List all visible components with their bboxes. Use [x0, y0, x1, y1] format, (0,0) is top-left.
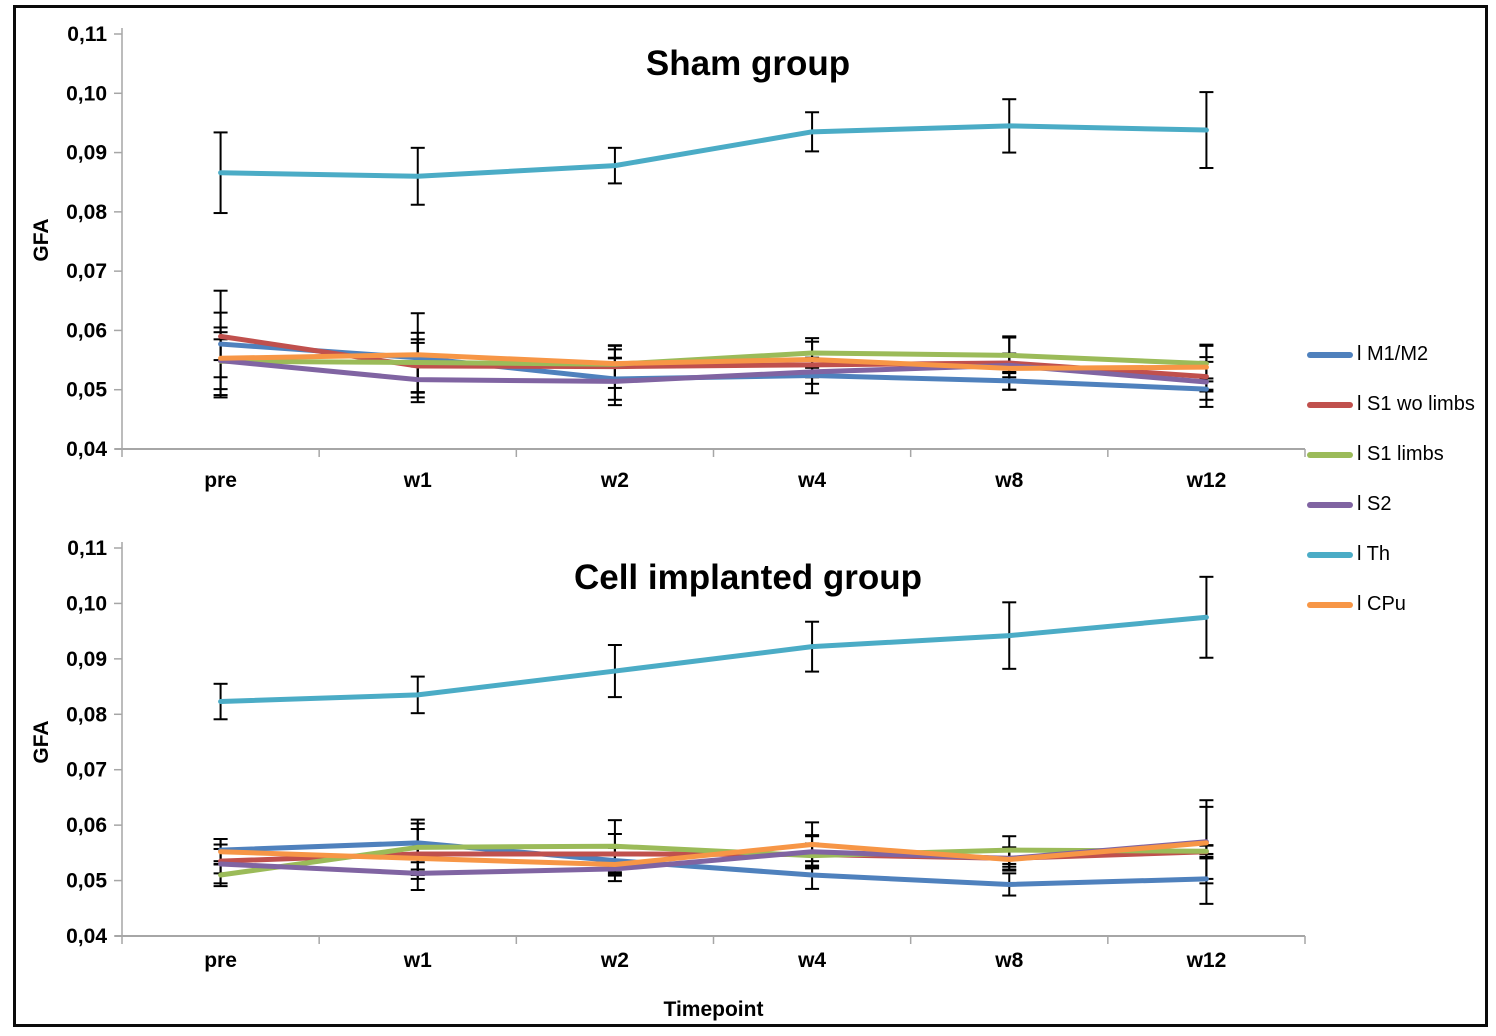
- legend-swatch-s1-limbs-icon: [1307, 451, 1353, 458]
- legend-swatch-s1-wo-limbs-icon: [1307, 401, 1353, 408]
- y-tick-label: 0,04: [66, 438, 107, 461]
- y-tick-label: 0,09: [66, 142, 107, 165]
- legend-item-m1-m2: l M1/M2: [1307, 343, 1487, 366]
- series-line-l-th: [218, 614, 1209, 705]
- x-tick-label: pre: [204, 469, 237, 492]
- x-tick-label: w8: [994, 949, 1023, 972]
- legend-item-s1-wo-limbs: l S1 wo limbs: [1307, 393, 1487, 416]
- y-tick-label: 0,10: [66, 592, 107, 615]
- series-line-l-th: [218, 123, 1209, 179]
- chart-title-sham: Sham group: [645, 44, 851, 83]
- series-line-l-cpu: [218, 352, 1209, 371]
- y-tick-label: 0,07: [66, 759, 107, 782]
- legend-label-m1-m2: l M1/M2: [1357, 343, 1429, 365]
- x-tick-label: w4: [797, 469, 826, 492]
- legend: l M1/M2 l S1 wo limbs l S1 limbs l S2 l …: [1307, 343, 1487, 643]
- x-tick-label: w4: [797, 949, 826, 972]
- y-tick-label: 0,08: [66, 201, 107, 224]
- y-axis-title-sham: GFA: [30, 218, 53, 262]
- x-tick-label: w12: [1186, 469, 1227, 492]
- x-tick-label: pre: [204, 949, 237, 972]
- cell-implanted-group-chart: 0,11 0,10 0,09 0,08 0,07 0,06 0,05 0,04 pre w1 w2 w…: [66, 537, 1306, 972]
- legend-item-cpu: l CPu: [1307, 593, 1487, 616]
- y-tick-label: 0,05: [66, 379, 107, 402]
- legend-label-cpu: l CPu: [1357, 593, 1406, 615]
- y-tick-label: 0,06: [66, 319, 107, 342]
- x-tick-label: w8: [994, 469, 1023, 492]
- y-tick-label: 0,09: [66, 648, 107, 671]
- error-bars-l-m1-m2: [213, 822, 1214, 905]
- legend-label-s1-limbs: l S1 limbs: [1357, 443, 1444, 465]
- x-tick-label: w12: [1186, 949, 1227, 972]
- x-tick-label: w2: [600, 949, 629, 972]
- legend-item-s1-limbs: l S1 limbs: [1307, 443, 1487, 466]
- y-tick-label: 0,11: [67, 537, 107, 560]
- y-tick-label: 0,11: [67, 23, 107, 46]
- legend-item-s2: l S2: [1307, 493, 1487, 516]
- legend-swatch-th-icon: [1307, 551, 1353, 558]
- legend-label-s2: l S2: [1357, 493, 1392, 515]
- series-line-l-s1-limbs: [218, 350, 1209, 367]
- legend-swatch-cpu-icon: [1307, 601, 1353, 608]
- series-line-l-s1-limbs: [218, 843, 1209, 878]
- y-tick-label: 0,07: [66, 260, 107, 283]
- legend-swatch-s2-icon: [1307, 501, 1353, 508]
- chart-title-cell-implanted: Cell implanted group: [573, 558, 923, 597]
- y-tick-label: 0,05: [66, 870, 107, 893]
- legend-label-s1-wo-limbs: l S1 wo limbs: [1357, 393, 1475, 415]
- legend-swatch-m1-m2-icon: [1307, 351, 1353, 358]
- y-tick-label: 0,10: [66, 82, 107, 105]
- sham-group-chart: 0,11 0,10 0,09 0,08 0,07 0,06 0,05 0,04 pre w1 w2 w…: [66, 23, 1306, 492]
- legend-item-th: l Th: [1307, 543, 1487, 566]
- series-line-l-cpu: [218, 840, 1209, 867]
- x-tick-label: w2: [600, 469, 629, 492]
- error-bars-l-th: [213, 91, 1214, 215]
- y-axis-title-cell-implanted: GFA: [30, 720, 53, 764]
- series-line-l-m1-m2: [218, 840, 1209, 887]
- legend-label-th: l Th: [1357, 543, 1390, 565]
- x-axis-title: Timepoint: [663, 998, 764, 1021]
- y-tick-label: 0,08: [66, 703, 107, 726]
- y-tick-label: 0,04: [66, 925, 107, 948]
- x-tick-label: w1: [403, 949, 432, 972]
- y-tick-label: 0,06: [66, 814, 107, 837]
- x-tick-label: w1: [403, 469, 432, 492]
